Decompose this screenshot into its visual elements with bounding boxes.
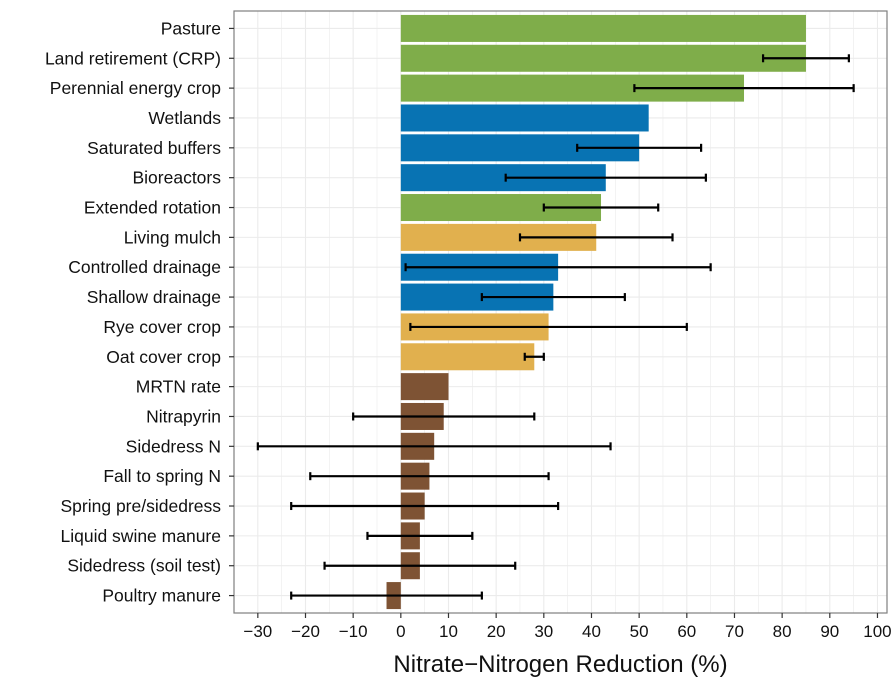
error-bar [504,173,707,182]
x-tick-label: −20 [291,622,320,641]
x-tick-label: 30 [534,622,553,641]
error-bar [256,442,612,451]
x-tick-label: 40 [582,622,601,641]
error-bar [542,203,660,212]
y-tick-label: Shallow drainage [87,287,221,307]
error-bar [523,352,545,361]
error-bar [366,531,474,540]
bar [400,373,449,401]
error-bar [761,54,850,63]
x-tick-label: 80 [773,622,792,641]
error-bar [409,322,688,331]
error-bar [290,591,483,600]
x-tick-label: 70 [725,622,744,641]
y-tick-label: Saturated buffers [87,138,221,158]
error-bars [256,54,855,600]
bar [400,44,806,72]
y-tick-label: Sidedress N [126,436,221,456]
bar [400,14,806,42]
plot-panel-border [233,10,888,614]
bars [386,14,806,610]
x-tick-label: 20 [487,622,506,641]
x-tick-label: −10 [339,622,368,641]
y-tick-label: Poultry manure [102,586,221,606]
error-bar [290,502,560,511]
error-bar [323,561,517,570]
bar [400,343,535,371]
y-tick-label: Pasture [161,18,221,38]
y-tick-label: Perennial energy crop [50,78,221,98]
error-bar [518,233,674,242]
x-tick-label: 60 [677,622,696,641]
x-tick-label: −30 [243,622,272,641]
y-tick-label: Controlled drainage [68,257,221,277]
error-bar [309,472,550,481]
y-tick-label: Extended rotation [84,198,221,218]
y-tick-label: MRTN rate [136,377,221,397]
x-axis: −30 −20 −10 0 10 20 30 40 50 60 70 80 90 100 [243,613,892,641]
y-tick-label: Bioreactors [132,168,221,188]
error-bar [576,143,703,152]
x-tick-label: 100 [863,622,891,641]
error-bar [352,412,536,421]
error-bar [633,84,855,93]
x-tick-label: 50 [630,622,649,641]
y-tick-label: Fall to spring N [103,466,221,486]
y-tick-label: Oat cover crop [106,347,221,367]
y-axis: Pasture Land retirement (CRP) Perennial en… [45,18,234,606]
y-tick-label: Wetlands [148,108,221,128]
y-tick-label: Sidedress (soil test) [67,556,221,576]
error-bar [404,263,712,272]
x-tick-label: 0 [396,622,405,641]
y-tick-label: Spring pre/sidedress [61,496,222,516]
y-tick-label: Rye cover crop [103,317,221,337]
y-tick-label: Liquid swine manure [60,526,221,546]
x-tick-label: 90 [820,622,839,641]
bar [400,104,649,132]
y-tick-label: Living mulch [124,227,221,247]
y-tick-label: Land retirement (CRP) [45,48,221,68]
error-bar [480,293,626,302]
x-axis-title: Nitrate−Nitrogen Reduction (%) [393,651,727,678]
y-tick-label: Nitrapyrin [146,406,221,426]
x-tick-label: 10 [439,622,458,641]
